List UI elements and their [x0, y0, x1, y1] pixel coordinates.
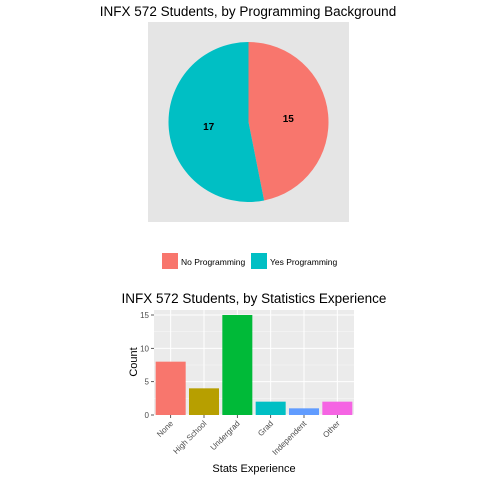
x-tick-label-grad: Grad: [256, 419, 275, 438]
x-tick-label-high-school: High School: [172, 419, 209, 456]
pie-label-no-programming: 15: [283, 114, 295, 125]
x-tick-label-undergrad: Undergrad: [209, 419, 242, 452]
y-tick-label: 10: [140, 344, 149, 353]
pie-label-yes-programming: 17: [203, 122, 215, 133]
x-tick-label-other: Other: [321, 419, 342, 440]
pie-chart: INFX 572 Students, by Programming Backgr…: [100, 4, 396, 222]
pie-chart-title: INFX 572 Students, by Programming Backgr…: [100, 4, 396, 19]
y-tick-label: 15: [140, 311, 149, 320]
legend-label-no-programming: No Programming: [181, 257, 246, 267]
legend-key-no-programming: [162, 253, 178, 269]
bar-chart: INFX 572 Students, by Statistics Experie…: [122, 291, 387, 475]
pie-legend: No Programming Yes Programming: [162, 253, 338, 269]
y-axis-ticks: 0 5 10 15: [140, 311, 154, 420]
y-tick-label: 0: [145, 411, 150, 420]
bar-grad: [256, 402, 286, 415]
x-axis-title: Stats Experience: [212, 463, 295, 475]
bar-none: [156, 362, 186, 415]
bar-chart-title: INFX 572 Students, by Statistics Experie…: [122, 291, 387, 306]
bar-independent: [289, 408, 319, 415]
legend-key-yes-programming: [251, 253, 267, 269]
bar-other: [322, 402, 352, 415]
bar-high-school: [189, 388, 219, 415]
x-tick-label-none: None: [155, 419, 175, 439]
bar-undergrad: [222, 315, 252, 415]
y-axis-title: Count: [128, 347, 140, 376]
pie-slices: [169, 42, 329, 202]
x-tick-label-independent: Independent: [271, 419, 309, 457]
legend-label-yes-programming: Yes Programming: [270, 257, 338, 267]
y-tick-label: 5: [145, 378, 150, 387]
